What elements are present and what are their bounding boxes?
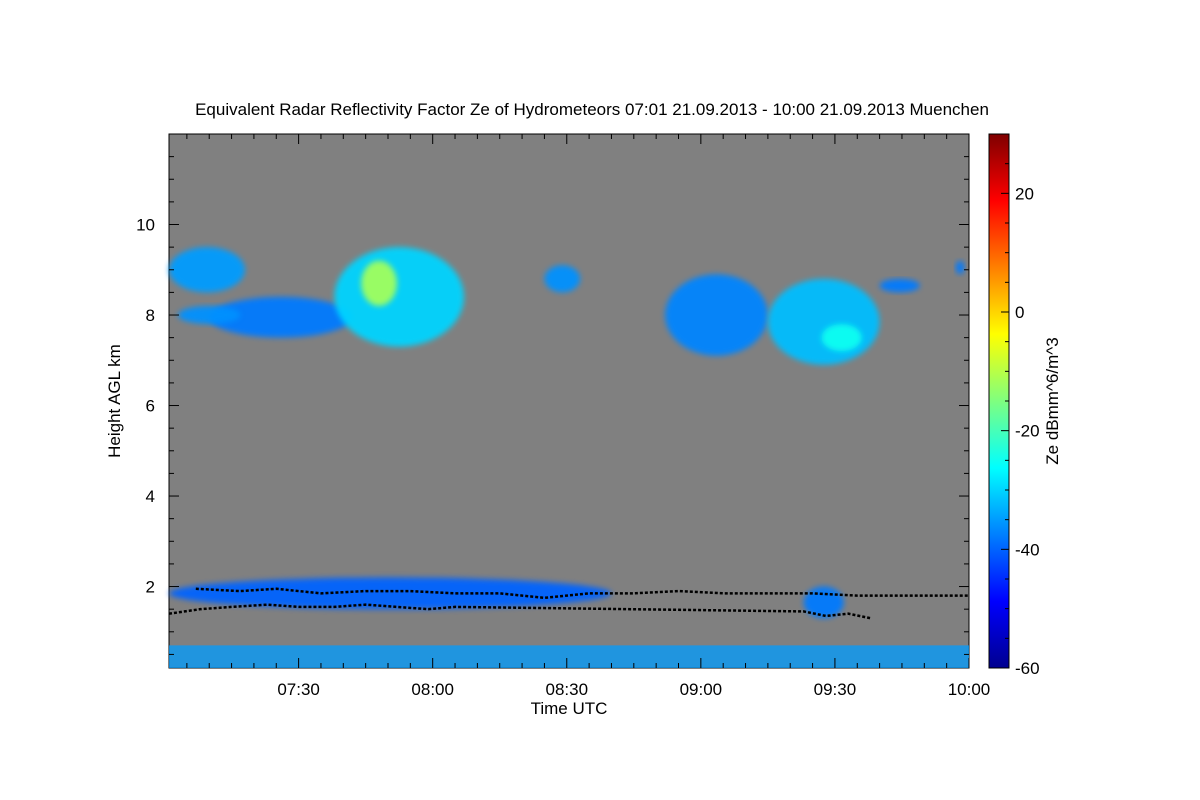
colorbar-tick-label: -60 [1015, 659, 1040, 678]
x-axis-label: Time UTC [531, 699, 608, 718]
echo-low-clouds-east [803, 586, 844, 619]
echo-cirrus-central-peak [361, 260, 397, 306]
colorbar-tick-label: 20 [1015, 184, 1034, 203]
echo-cirrus-east-tail [879, 278, 920, 293]
y-tick-label: 6 [146, 397, 155, 416]
y-tick-label: 2 [146, 578, 155, 597]
echo-cirrus-fleck-1 [955, 260, 965, 275]
echo-cirrus-east-west [665, 274, 768, 356]
y-axis: 2 4 6 8 10 [136, 133, 969, 655]
colorbar-tick-label: 0 [1015, 303, 1024, 322]
echo-cirrus-small-1 [544, 265, 581, 293]
echo-low-clouds-west [169, 577, 612, 610]
colorbar-ticks: -60 -40 -20 0 20 [1001, 133, 1040, 678]
echo-cirrus-west-band [209, 296, 353, 338]
colorbar-label: Ze dBmm^6/m^3 [1043, 337, 1062, 464]
cloud-base-layer [168, 587, 969, 620]
echo-cirrus-west-lower [177, 305, 241, 325]
echo-cirrus-east-core [821, 324, 862, 352]
x-tick-label: 07:30 [277, 680, 320, 699]
y-tick-label: 8 [146, 306, 155, 325]
x-tick-label: 09:30 [814, 680, 857, 699]
echo-layer [169, 247, 969, 668]
x-tick-label: 08:00 [411, 680, 454, 699]
cloud-base-lower [168, 603, 871, 620]
echo-cirrus-west-upper [169, 247, 245, 293]
y-tick-label: 4 [146, 487, 155, 506]
cloud-base-upper [195, 587, 969, 600]
x-tick-label: 09:00 [680, 680, 723, 699]
x-tick-label: 08:30 [545, 680, 588, 699]
x-tick-label: 10:00 [948, 680, 991, 699]
y-axis-label: Height AGL km [105, 344, 124, 458]
echo-cirrus-central-core [334, 247, 464, 347]
colorbar-tick-label: -20 [1015, 422, 1040, 441]
chart-title: Equivalent Radar Reflectivity Factor Ze … [195, 100, 989, 119]
colorbar-tick-label: -40 [1015, 540, 1040, 559]
x-axis: 07:30 08:00 08:30 09:00 09:30 10:00 [186, 134, 991, 699]
y-tick-label: 10 [136, 216, 155, 235]
echo-cirrus-east-east [767, 278, 880, 365]
echo-boundary-layer-clutter [169, 645, 969, 668]
